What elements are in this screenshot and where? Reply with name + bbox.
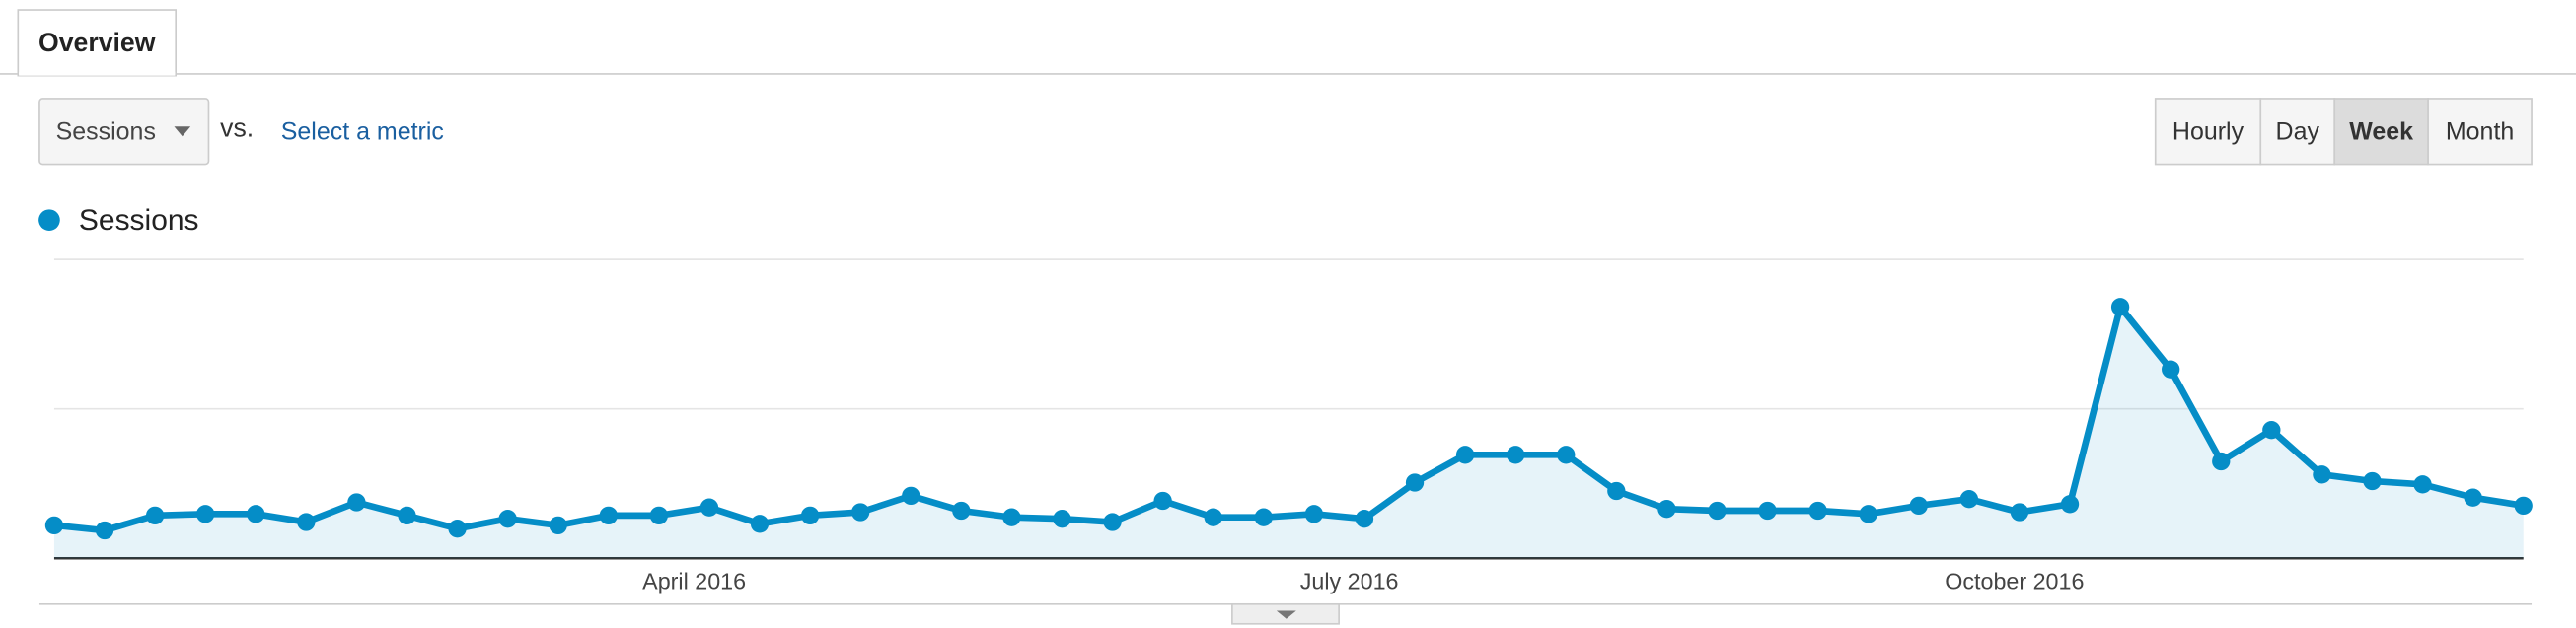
data-point[interactable]	[902, 486, 920, 506]
x-tick-label: July 2016	[1300, 568, 1399, 593]
data-point[interactable]	[1204, 508, 1222, 526]
dropdown-caret	[174, 126, 191, 137]
vs-label: vs.	[220, 113, 254, 143]
data-point[interactable]	[1153, 491, 1172, 511]
compare-link[interactable]: Select a metric	[281, 118, 444, 146]
data-point[interactable]	[347, 493, 366, 512]
data-point[interactable]	[2363, 471, 2382, 491]
x-tick-label: October 2016	[1945, 568, 2084, 593]
interval-button-label[interactable]: Day	[2276, 118, 2320, 146]
collapse-caret	[1276, 610, 1296, 619]
data-point[interactable]	[1708, 501, 1727, 521]
data-point[interactable]	[1304, 505, 1324, 523]
data-point[interactable]	[1103, 513, 1122, 531]
data-point[interactable]	[1959, 490, 1979, 509]
data-point[interactable]	[851, 503, 870, 522]
data-point[interactable]	[649, 506, 669, 525]
data-point[interactable]	[549, 516, 567, 535]
data-point[interactable]	[1909, 496, 1928, 516]
data-point[interactable]	[247, 505, 265, 523]
data-point[interactable]	[95, 521, 114, 540]
interval-button-label[interactable]: Month	[2446, 118, 2514, 146]
data-point[interactable]	[1002, 508, 1021, 526]
metric-label[interactable]: Sessions	[56, 118, 156, 146]
data-point[interactable]	[1254, 508, 1273, 526]
data-point[interactable]	[750, 515, 770, 533]
data-point[interactable]	[699, 498, 719, 517]
tab-label[interactable]: Overview	[38, 28, 156, 57]
interval-button-label[interactable]: Hourly	[2172, 118, 2245, 146]
data-point[interactable]	[398, 506, 416, 525]
data-point[interactable]	[2060, 495, 2080, 514]
data-point[interactable]	[2110, 298, 2130, 316]
data-point[interactable]	[2514, 496, 2533, 516]
legend-marker	[38, 209, 60, 231]
data-point[interactable]	[952, 501, 971, 521]
data-point[interactable]	[448, 520, 467, 538]
data-point[interactable]	[2212, 452, 2231, 471]
data-point[interactable]	[599, 506, 618, 525]
data-point[interactable]	[1507, 446, 1525, 464]
x-tick-label: April 2016	[642, 568, 746, 593]
interval-button[interactable]	[2333, 98, 2429, 166]
data-point[interactable]	[1859, 505, 1877, 523]
series-area	[53, 307, 2524, 559]
data-point[interactable]	[1455, 446, 1475, 464]
data-point[interactable]	[1607, 481, 1626, 501]
data-point[interactable]	[498, 510, 517, 528]
data-point[interactable]	[297, 513, 316, 531]
data-point[interactable]	[1657, 500, 1676, 519]
data-point[interactable]	[2464, 488, 2482, 507]
data-point[interactable]	[2262, 421, 2281, 440]
data-point[interactable]	[2010, 503, 2029, 522]
data-point[interactable]	[2162, 360, 2180, 379]
data-point[interactable]	[1405, 473, 1425, 492]
data-point[interactable]	[145, 506, 165, 525]
metric-dropdown[interactable]	[38, 98, 210, 166]
data-point[interactable]	[1758, 501, 1777, 521]
data-point[interactable]	[1355, 510, 1374, 528]
data-point[interactable]	[1808, 501, 1827, 521]
data-point[interactable]	[2413, 475, 2432, 494]
data-point[interactable]	[800, 506, 820, 525]
data-point[interactable]	[1053, 510, 1071, 528]
legend-label: Sessions	[79, 204, 199, 237]
data-point[interactable]	[1557, 446, 1576, 464]
data-point[interactable]	[196, 505, 215, 523]
interval-button-label[interactable]: Week	[2349, 118, 2413, 146]
data-point[interactable]	[2313, 465, 2331, 484]
interval-button[interactable]	[2427, 98, 2533, 166]
data-point[interactable]	[44, 516, 64, 535]
